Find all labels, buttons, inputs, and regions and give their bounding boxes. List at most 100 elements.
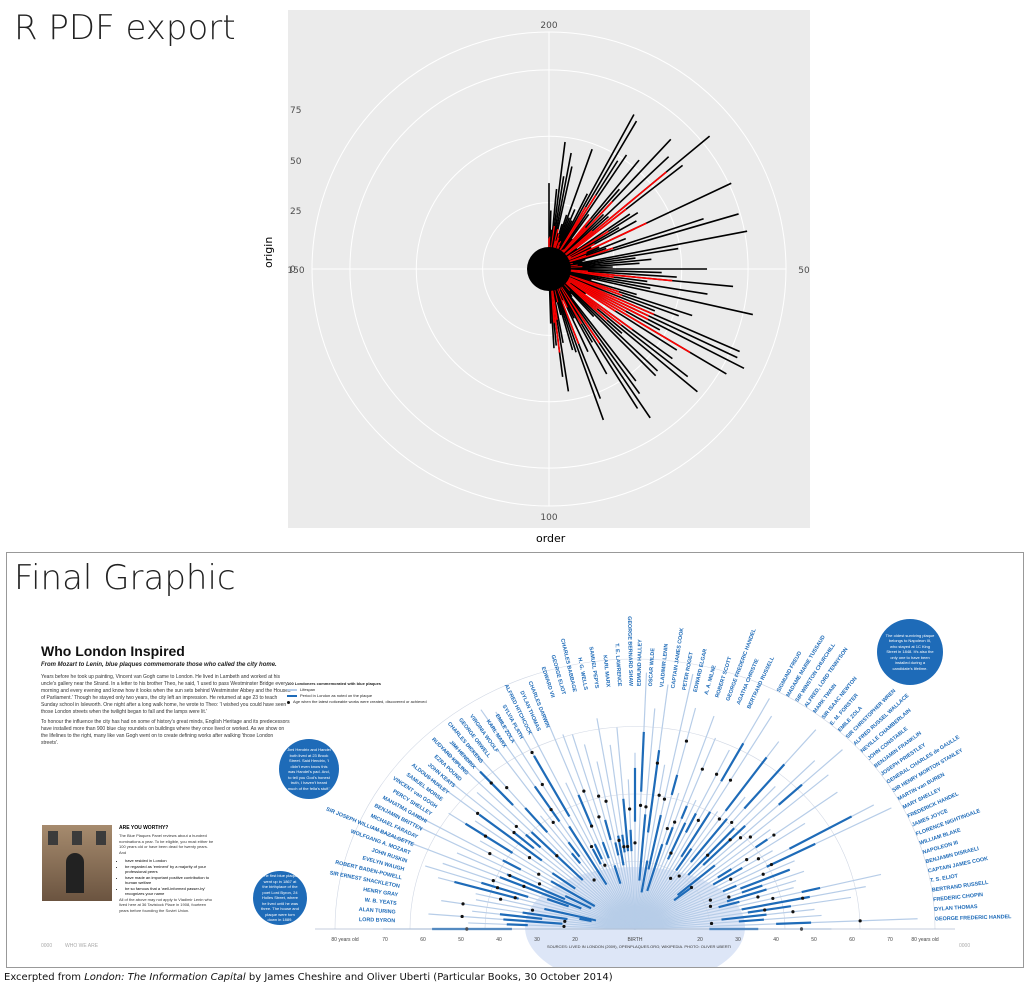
lifespan-line: [634, 749, 843, 930]
works-dot: [527, 856, 532, 860]
name-label-right: T. S. ELIOT: [930, 873, 959, 884]
works-dot: [540, 782, 544, 787]
works-dot: [761, 872, 765, 876]
works-dot: [745, 858, 749, 862]
works-dot: [727, 895, 731, 899]
r-export-title: R PDF export: [14, 8, 236, 48]
london-period-line: [702, 824, 746, 866]
age-ring: [409, 726, 861, 930]
works-dot: [696, 818, 700, 823]
london-period-line: [499, 876, 582, 910]
axis-tick-right: 70: [887, 937, 893, 943]
axis-tick-right: 30: [735, 937, 741, 943]
worthy-bullet: have made an important positive contribu…: [125, 875, 214, 886]
axis-tick-left: 20: [572, 937, 578, 943]
london-period-line: [567, 841, 581, 858]
london-period-line: [673, 886, 693, 902]
works-dot: [763, 908, 767, 912]
legend-label: Age when the latest noticeable works wer…: [293, 699, 427, 704]
section-tag: WHO WE ARE: [65, 943, 99, 949]
lifespan-line: [472, 910, 636, 930]
legend-swatch: [287, 700, 290, 704]
axis-tick-left: 30: [534, 937, 540, 943]
lifespan-line: [548, 156, 670, 270]
legend-label: Period in London as noted on the plaque: [300, 693, 373, 698]
london-period-line: [629, 829, 633, 852]
works-dot: [644, 805, 648, 809]
works-dot: [522, 884, 526, 888]
worthy-outro: All of the above may not apply to Vladim…: [119, 896, 212, 913]
works-dot: [728, 778, 733, 782]
works-dot: [488, 851, 492, 856]
works-dot: [582, 789, 586, 793]
excerpt-suffix: by James Cheshire and Oliver Uberti (Par…: [245, 972, 613, 983]
headline: Who London Inspired: [41, 643, 185, 659]
axis-label-right: 80 years old: [911, 937, 938, 943]
lifespan-line: [415, 814, 636, 930]
center-hub: [527, 247, 571, 291]
works-dot: [801, 896, 805, 900]
london-period-line: [638, 814, 647, 881]
works-dot: [756, 895, 760, 899]
name-label-top: EDWARD VII: [540, 666, 556, 699]
works-dot: [706, 853, 710, 857]
works-dot: [514, 824, 518, 829]
works-dot: [708, 904, 713, 908]
book-title: London: The Information Capital: [84, 972, 246, 983]
lifespan-line: [634, 707, 697, 930]
legend-item-works: Age when the latest noticeable works wer…: [287, 699, 427, 705]
callout-byron: The first blue plaque went up in 1867 at…: [253, 871, 307, 925]
works-dot: [677, 874, 681, 878]
works-dot: [709, 921, 714, 926]
axis-tick-left: 60: [420, 937, 426, 943]
angle-tick-label: 100: [540, 513, 557, 523]
x-axis-title: order: [536, 532, 566, 545]
axis-tick-left: 50: [458, 937, 464, 943]
london-period-line: [778, 783, 803, 806]
works-dot: [638, 803, 643, 807]
works-dot: [617, 838, 621, 842]
london-period-line: [533, 785, 561, 823]
works-dot: [555, 854, 559, 858]
legend: 100 Londoners commemorated with blue pla…: [287, 681, 427, 705]
axis-label-birth: BIRTH: [628, 937, 643, 943]
london-period-line: [564, 895, 592, 910]
works-dot: [665, 826, 669, 831]
london-period-line: [676, 864, 716, 896]
london-period-line: [503, 918, 563, 925]
lifespan-line: [548, 268, 754, 316]
london-period-line: [591, 848, 602, 865]
lifespan-line: [634, 749, 730, 930]
house-photo: [42, 825, 112, 901]
axis-tick-right: 50: [811, 937, 817, 943]
final-graphic-title: Final Graphic: [14, 558, 236, 598]
works-dot: [590, 824, 594, 828]
london-period-line: [788, 815, 853, 850]
london-period-line: [687, 827, 735, 876]
london-period-line: [593, 843, 603, 860]
works-dot: [603, 863, 607, 867]
london-period-line: [551, 872, 576, 890]
london-period-line: [464, 822, 514, 854]
works-dot: [589, 844, 594, 849]
london-period-line: [712, 867, 743, 886]
lifespan-line: [442, 862, 636, 930]
axis-tick-right: 60: [849, 937, 855, 943]
works-dot: [508, 873, 512, 878]
works-dot: [684, 739, 689, 743]
lifespan-line: [634, 860, 795, 930]
lifespan-line: [548, 268, 639, 409]
legend-title: 100 Londoners commemorated with blue pla…: [287, 681, 382, 686]
works-dot: [772, 833, 776, 837]
name-label-left: W. B. YEATS: [364, 897, 397, 907]
works-dot: [714, 772, 719, 776]
worthy-heading: ARE YOU WORTHY?: [119, 825, 169, 831]
london-period-line: [724, 756, 768, 812]
name-label-right: GEORGE FREDERIC HANDEL: [935, 914, 1013, 922]
works-dot: [700, 767, 704, 771]
callout-napoleon: The oldest surviving plaque belongs to N…: [877, 619, 943, 685]
london-period-line: [747, 905, 792, 914]
works-dot: [551, 820, 555, 824]
lifespan-line: [634, 850, 773, 930]
name-label-right: DYLAN THOMAS: [934, 904, 978, 913]
